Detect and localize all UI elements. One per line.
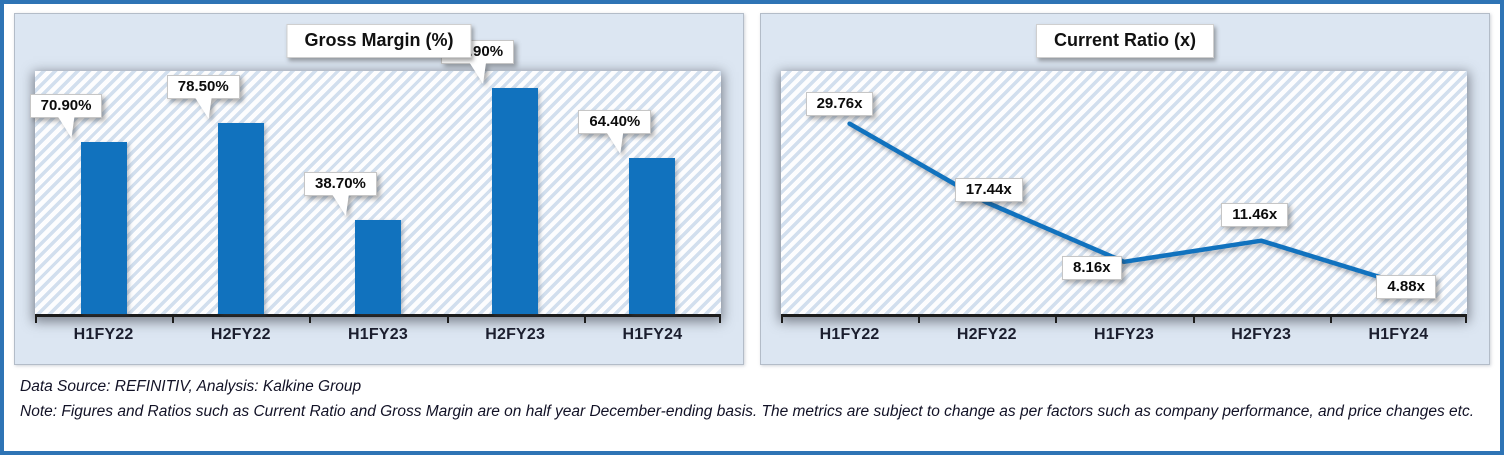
callout-tail bbox=[194, 97, 212, 119]
callout-tail bbox=[469, 62, 487, 84]
note-line: Note: Figures and Ratios such as Current… bbox=[20, 403, 1474, 421]
x-axis-tick bbox=[1465, 315, 1467, 323]
x-axis-tick bbox=[35, 315, 37, 323]
current-ratio-line bbox=[847, 121, 1401, 286]
bar-data-label: 70.90% bbox=[29, 94, 103, 138]
footnote-block: Data Source: REFINITIV, Analysis: Kalkin… bbox=[4, 365, 1500, 425]
data-source-line: Data Source: REFINITIV, Analysis: Kalkin… bbox=[20, 378, 362, 395]
x-axis-label-h1fy24: H1FY24 bbox=[1368, 326, 1429, 343]
panel-current-ratio: Current Ratio (x) 29.76x 17.44x 8.16x 11.46… bbox=[760, 13, 1490, 365]
bar-h1fy24 bbox=[629, 158, 676, 314]
x-axis-tick bbox=[172, 315, 175, 323]
x-axis-tick bbox=[309, 315, 312, 323]
bar-data-label: 64.40% bbox=[578, 110, 652, 154]
bar-data-label-text: 78.50% bbox=[177, 78, 229, 95]
plot-area-current-ratio: 29.76x 17.44x 8.16x 11.46x 4.88x bbox=[781, 71, 1467, 317]
bar-h2fy22 bbox=[217, 123, 264, 314]
x-axis-tick bbox=[1192, 315, 1195, 323]
x-axis-tick bbox=[918, 315, 921, 323]
callout-tail bbox=[606, 132, 624, 154]
plot-area-gross-margin: 70.90% 78.50% 38.70% 92.90% 64.40% bbox=[29, 40, 721, 317]
point-data-label: 4.88x bbox=[1376, 274, 1436, 299]
callout-tail bbox=[57, 116, 75, 138]
bar-data-label-text: 38.70% bbox=[315, 175, 366, 192]
x-axis-label-h2fy22: H2FY22 bbox=[210, 326, 271, 343]
x-axis-tick bbox=[719, 315, 721, 323]
bar-data-label: 38.70% bbox=[304, 172, 377, 216]
bar-h1fy22 bbox=[80, 142, 127, 314]
x-axis-label-h2fy23: H2FY23 bbox=[1231, 326, 1292, 343]
x-axis-tick bbox=[1055, 315, 1058, 323]
callout-tail bbox=[331, 194, 349, 216]
panel-gross-margin: Gross Margin (%) 70.90% 78.50% 38.70% 92.90… bbox=[14, 13, 744, 365]
bar-h2fy23 bbox=[492, 88, 539, 314]
bar-data-label: 78.50% bbox=[166, 75, 240, 119]
bar-h1fy23 bbox=[355, 220, 401, 314]
x-axis-label-h1fy22: H1FY22 bbox=[73, 326, 134, 343]
bar-data-label-text: 64.40% bbox=[589, 113, 641, 130]
chart-title-text: Current Ratio (x) bbox=[1053, 30, 1197, 50]
bar-data-label-text: 70.90% bbox=[40, 97, 92, 114]
point-data-label: 29.76x bbox=[805, 91, 874, 116]
x-axis-label-h2fy23: H2FY23 bbox=[485, 326, 546, 343]
x-axis-label-h1fy23: H1FY23 bbox=[1094, 326, 1154, 343]
x-axis-tick bbox=[446, 315, 449, 323]
x-axis-label-h1fy23: H1FY23 bbox=[348, 326, 408, 343]
x-axis-tick bbox=[1329, 315, 1332, 323]
point-data-label: 11.46x bbox=[1221, 202, 1289, 227]
line-series bbox=[847, 121, 1401, 286]
point-data-label: 8.16x bbox=[1062, 255, 1122, 280]
x-axis-tick bbox=[583, 315, 586, 323]
charts-row: Gross Margin (%) 70.90% 78.50% 38.70% 92.90… bbox=[4, 4, 1500, 365]
chart-title-text: Gross Margin (%) bbox=[304, 30, 454, 50]
x-axis-tick bbox=[781, 315, 783, 323]
chart-title-box: Gross Margin (%) bbox=[286, 24, 472, 58]
x-axis-label-h1fy22: H1FY22 bbox=[819, 326, 880, 343]
chart-title-box: Current Ratio (x) bbox=[1035, 24, 1215, 58]
point-data-label: 17.44x bbox=[954, 178, 1023, 203]
x-axis-label-h1fy24: H1FY24 bbox=[622, 326, 683, 343]
x-axis-label-h2fy22: H2FY22 bbox=[956, 326, 1017, 343]
